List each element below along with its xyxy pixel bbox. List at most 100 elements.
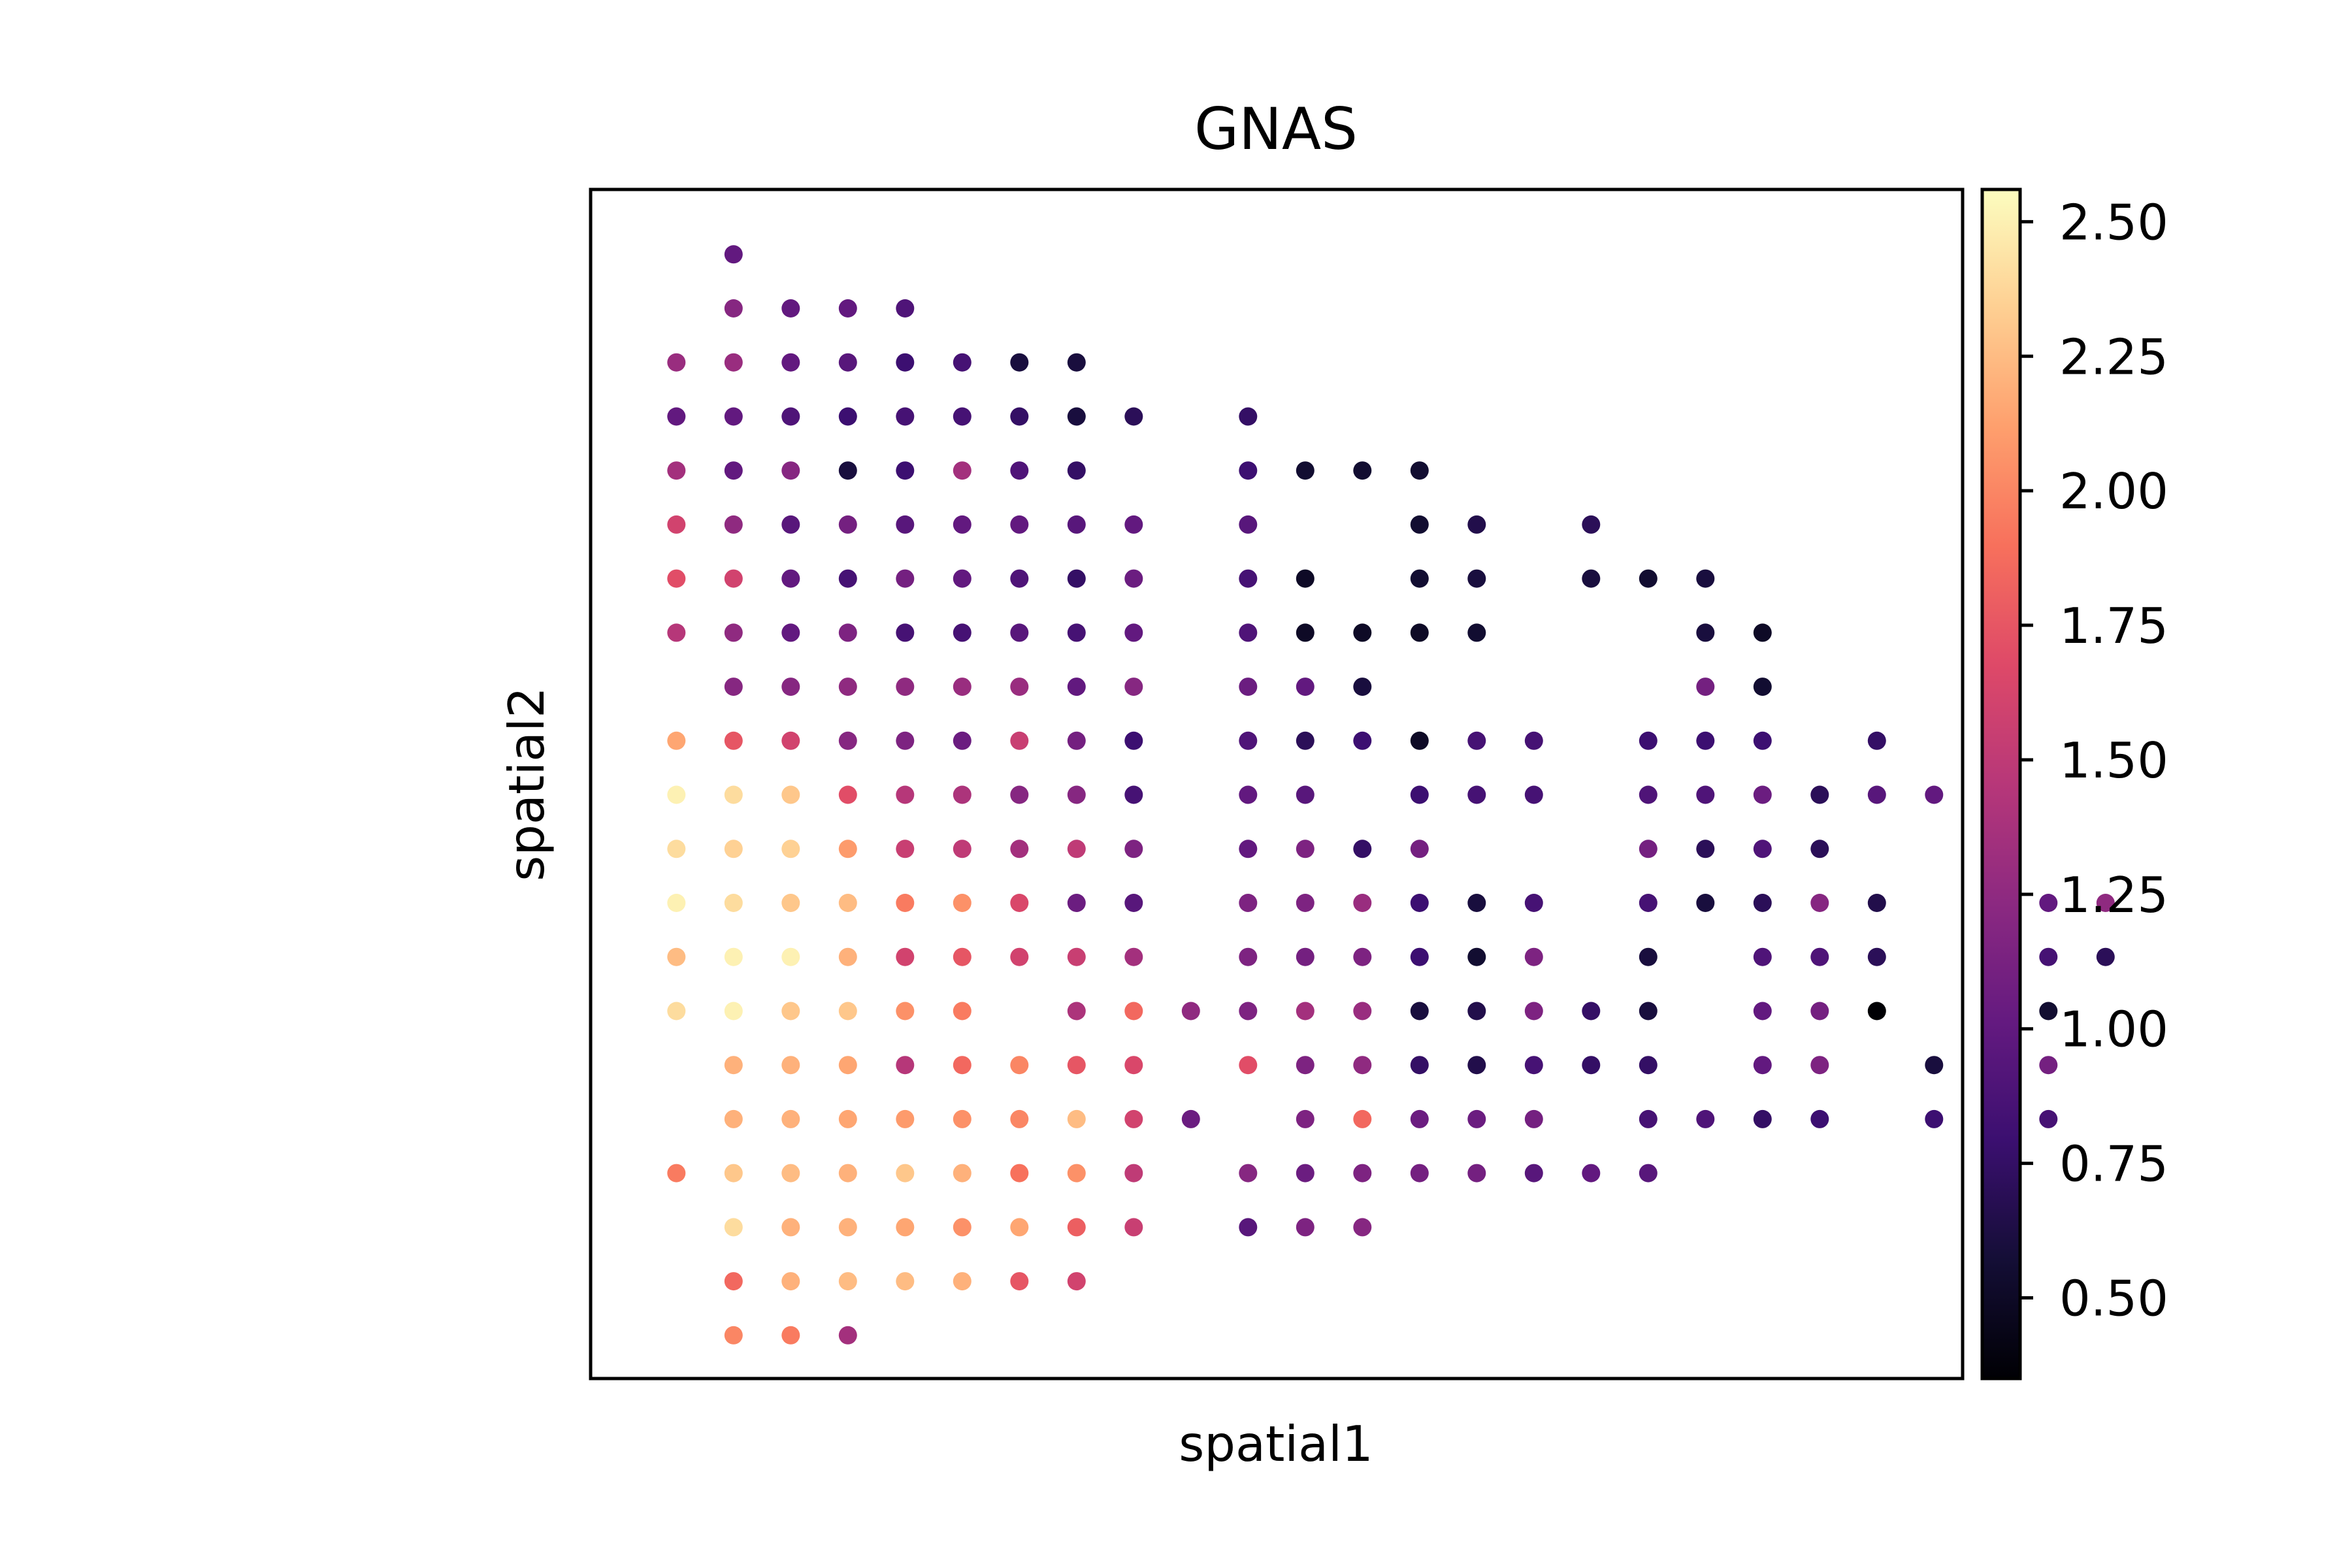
spot-point xyxy=(1010,731,1029,750)
spot-point xyxy=(1410,894,1429,912)
spot-point xyxy=(1010,894,1029,912)
spot-point xyxy=(838,299,857,318)
spot-point xyxy=(1010,1218,1029,1237)
spot-point xyxy=(953,785,972,804)
spot-point xyxy=(1353,894,1372,912)
spot-point xyxy=(953,623,972,642)
spot-point xyxy=(667,515,686,534)
spot-point xyxy=(781,1056,800,1075)
spot-point xyxy=(1696,678,1715,696)
spot-point xyxy=(838,407,857,426)
spot-point xyxy=(1467,1002,1486,1021)
spot-point xyxy=(953,731,972,750)
plot-frame xyxy=(589,188,1965,1380)
spot-point xyxy=(1753,678,1772,696)
spot-point xyxy=(1239,840,1258,858)
spot-point xyxy=(1467,1056,1486,1075)
spot-point xyxy=(896,894,915,912)
spot-point xyxy=(1067,407,1086,426)
spot-point xyxy=(838,894,857,912)
spot-point xyxy=(1639,894,1658,912)
spot-point xyxy=(1410,515,1429,534)
spot-point xyxy=(1124,678,1143,696)
spot-point xyxy=(953,353,972,372)
spot-point xyxy=(1524,894,1543,912)
spot-point xyxy=(1239,678,1258,696)
spot-point xyxy=(838,1272,857,1291)
spot-point xyxy=(1010,569,1029,588)
spot-point xyxy=(1524,1056,1543,1075)
spot-point xyxy=(1696,623,1715,642)
spot-point xyxy=(1353,1164,1372,1183)
spot-point xyxy=(1239,407,1258,426)
spot-point xyxy=(781,623,800,642)
spot-point xyxy=(781,299,800,318)
spot-point xyxy=(896,840,915,858)
spot-point xyxy=(1296,1218,1315,1237)
spot-point xyxy=(724,245,743,264)
spot-point xyxy=(896,947,915,966)
spot-point xyxy=(953,1272,972,1291)
spot-point xyxy=(667,407,686,426)
spot-point xyxy=(1353,623,1372,642)
spot-point xyxy=(1639,840,1658,858)
spot-point xyxy=(1239,785,1258,804)
spot-point xyxy=(1467,947,1486,966)
spot-point xyxy=(896,731,915,750)
x-axis-label: spatial1 xyxy=(1179,1415,1373,1473)
spot-point xyxy=(1124,840,1143,858)
spot-point xyxy=(724,569,743,588)
spot-point xyxy=(724,461,743,480)
spot-point xyxy=(1353,947,1372,966)
spot-point xyxy=(1524,1002,1543,1021)
spot-point xyxy=(1639,1002,1658,1021)
spot-point xyxy=(1067,1272,1086,1291)
spot-point xyxy=(896,353,915,372)
spot-point xyxy=(667,840,686,858)
spot-point xyxy=(1239,894,1258,912)
spot-point xyxy=(1410,840,1429,858)
spot-point xyxy=(1296,569,1315,588)
spot-point xyxy=(1639,1056,1658,1075)
spot-point xyxy=(1124,407,1143,426)
spot-point xyxy=(1696,1109,1715,1128)
spot-point xyxy=(1810,1056,1829,1075)
spot-point xyxy=(724,407,743,426)
spot-point xyxy=(1010,1164,1029,1183)
spot-point xyxy=(1067,840,1086,858)
spot-point xyxy=(1639,947,1658,966)
spot-point xyxy=(1353,1109,1372,1128)
spot-point xyxy=(2039,1056,2058,1075)
spot-point xyxy=(1067,947,1086,966)
spot-point xyxy=(838,1218,857,1237)
spot-point xyxy=(1410,569,1429,588)
spot-point xyxy=(1067,1056,1086,1075)
spot-point xyxy=(1639,1164,1658,1183)
spot-point xyxy=(1410,731,1429,750)
spot-point xyxy=(1353,678,1372,696)
spot-point xyxy=(724,1056,743,1075)
spot-point xyxy=(896,678,915,696)
spot-point xyxy=(1410,1109,1429,1128)
spot-point xyxy=(1467,515,1486,534)
spot-point xyxy=(1353,1218,1372,1237)
spot-point xyxy=(1010,840,1029,858)
spot-point xyxy=(838,623,857,642)
spot-point xyxy=(724,785,743,804)
spot-point xyxy=(1239,731,1258,750)
spot-point xyxy=(838,569,857,588)
spot-point xyxy=(2039,947,2058,966)
spot-point xyxy=(1353,840,1372,858)
spot-point xyxy=(896,1218,915,1237)
spot-point xyxy=(1296,1056,1315,1075)
chart-title: GNAS xyxy=(1194,95,1358,163)
spot-point xyxy=(953,1002,972,1021)
spot-point xyxy=(1467,1109,1486,1128)
spot-point xyxy=(1124,623,1143,642)
spot-point xyxy=(781,785,800,804)
spot-point xyxy=(1010,1272,1029,1291)
spot-point xyxy=(1867,894,1886,912)
spot-point xyxy=(1296,894,1315,912)
spot-point xyxy=(781,353,800,372)
spot-point xyxy=(1296,623,1315,642)
